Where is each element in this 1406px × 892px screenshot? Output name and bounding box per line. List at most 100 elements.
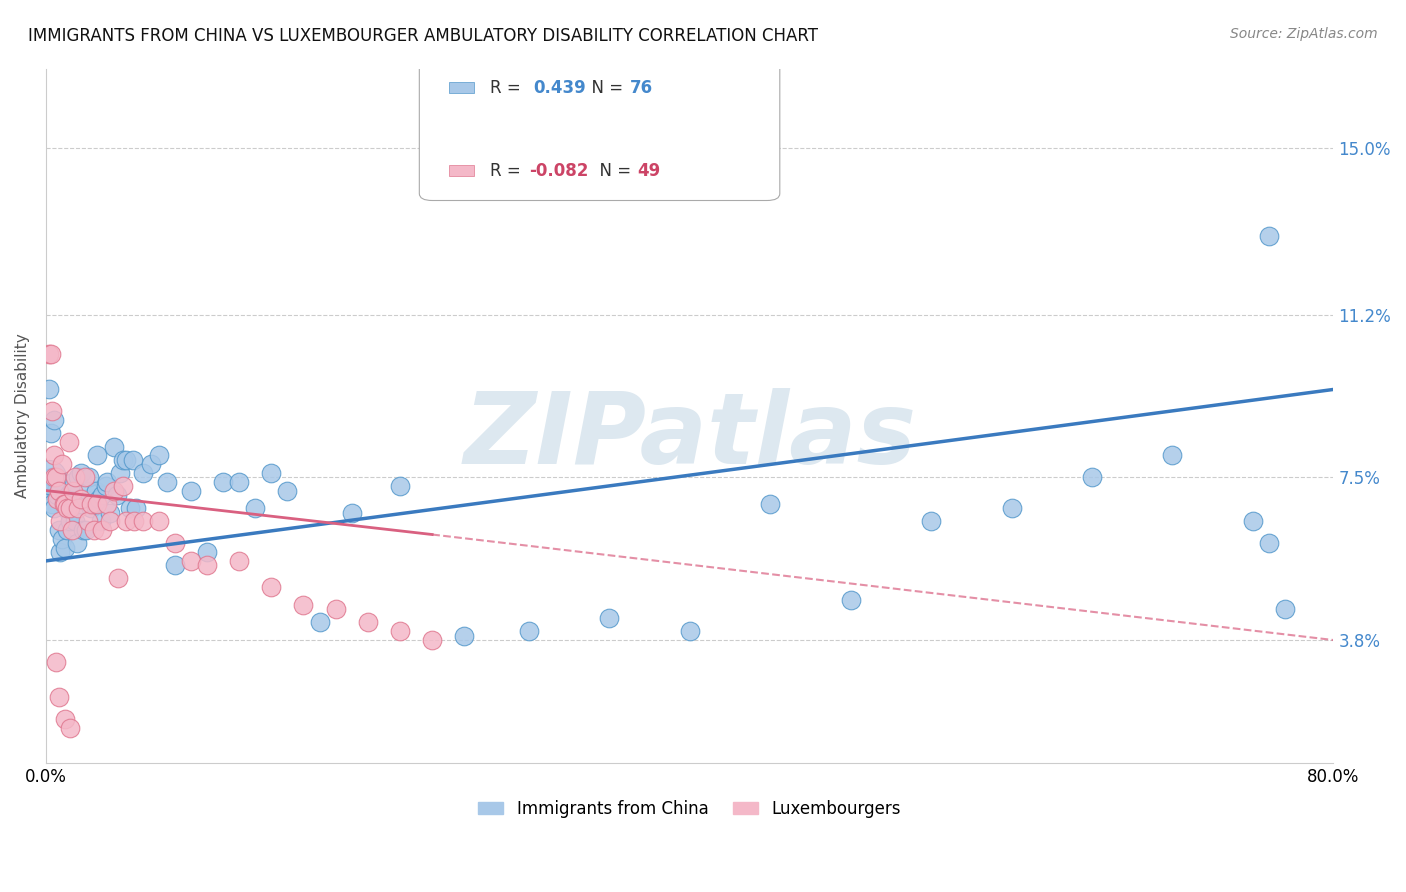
Text: -0.082: -0.082: [530, 162, 589, 180]
Point: [131, 466, 153, 480]
Point: [73, 470, 96, 484]
Point: [70, 492, 93, 507]
Text: 76: 76: [630, 79, 652, 97]
Point: [67, 501, 90, 516]
Point: [69, 497, 91, 511]
Point: [52, 497, 75, 511]
Point: [94, 479, 117, 493]
Point: [1081, 470, 1104, 484]
Point: [98, 506, 121, 520]
Point: [56, 501, 79, 516]
Point: [517, 624, 540, 639]
Point: [80, 501, 103, 516]
Legend: Immigrants from China, Luxembourgers: Immigrants from China, Luxembourgers: [471, 793, 908, 824]
Point: [1241, 514, 1264, 528]
Point: [48, 483, 70, 498]
Text: 49: 49: [638, 162, 661, 180]
Point: [122, 452, 145, 467]
Point: [839, 593, 862, 607]
Point: [42, 413, 65, 427]
Point: [453, 629, 475, 643]
Text: N =: N =: [581, 79, 628, 97]
Point: [75, 523, 97, 537]
Point: [195, 558, 218, 573]
Point: [67, 470, 90, 484]
Text: 0.439: 0.439: [533, 79, 586, 97]
Point: [60, 523, 83, 537]
Point: [108, 466, 131, 480]
Point: [163, 558, 186, 573]
Point: [112, 479, 135, 493]
Point: [39, 426, 62, 441]
Point: [38, 347, 60, 361]
Point: [62, 475, 84, 489]
Point: [45, 655, 67, 669]
Point: [1000, 501, 1022, 516]
Point: [139, 457, 162, 471]
Point: [49, 514, 72, 528]
Point: [41, 404, 63, 418]
Point: [228, 475, 250, 489]
Point: [84, 483, 107, 498]
Point: [148, 514, 170, 528]
Point: [86, 497, 108, 511]
Point: [76, 514, 98, 528]
Point: [46, 492, 69, 507]
Point: [679, 624, 702, 639]
Point: [65, 536, 87, 550]
Point: [103, 440, 125, 454]
Point: [91, 488, 114, 502]
Point: [112, 452, 135, 467]
Point: [45, 470, 67, 484]
Point: [39, 483, 62, 498]
Point: [357, 615, 380, 630]
Point: [308, 615, 330, 630]
Point: [59, 514, 82, 528]
Point: [180, 554, 202, 568]
Point: [60, 483, 83, 498]
Point: [48, 523, 70, 537]
Point: [1274, 602, 1296, 616]
Text: R =: R =: [489, 162, 526, 180]
Point: [389, 479, 412, 493]
Point: [180, 483, 202, 498]
Point: [340, 506, 363, 520]
Point: [56, 523, 79, 537]
Point: [83, 523, 105, 537]
Point: [212, 475, 235, 489]
Point: [70, 466, 93, 480]
Point: [125, 501, 148, 516]
Text: ZIPatlas: ZIPatlas: [463, 388, 917, 485]
Point: [72, 523, 94, 537]
Point: [87, 492, 110, 507]
Point: [96, 497, 118, 511]
Point: [53, 497, 76, 511]
Y-axis label: Ambulatory Disability: Ambulatory Disability: [15, 334, 30, 499]
Text: R =: R =: [489, 79, 531, 97]
Point: [63, 514, 86, 528]
Point: [107, 572, 129, 586]
Text: Source: ZipAtlas.com: Source: ZipAtlas.com: [1230, 27, 1378, 41]
Point: [52, 492, 75, 507]
Point: [420, 633, 443, 648]
FancyBboxPatch shape: [449, 82, 474, 93]
Point: [163, 536, 186, 550]
Point: [131, 514, 153, 528]
Point: [148, 449, 170, 463]
Point: [228, 554, 250, 568]
Point: [39, 347, 62, 361]
Text: N =: N =: [589, 162, 636, 180]
Point: [920, 514, 942, 528]
Point: [103, 483, 125, 498]
FancyBboxPatch shape: [449, 166, 474, 177]
Point: [260, 466, 283, 480]
Point: [325, 602, 347, 616]
Point: [195, 545, 218, 559]
Point: [124, 514, 146, 528]
Point: [389, 624, 412, 639]
Point: [105, 488, 128, 502]
Point: [59, 721, 82, 735]
Point: [58, 435, 80, 450]
Point: [83, 497, 105, 511]
Point: [46, 488, 69, 502]
